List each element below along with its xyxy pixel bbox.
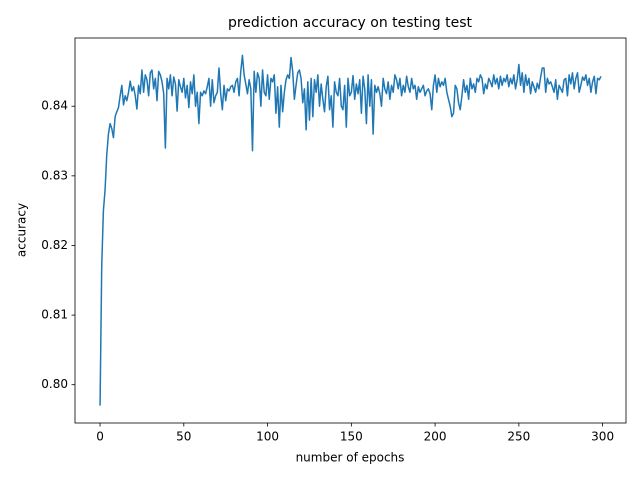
y-tick-label: 0.82 xyxy=(41,238,68,252)
x-tick-label: 300 xyxy=(591,430,614,444)
x-tick-label: 200 xyxy=(424,430,447,444)
y-tick-label: 0.80 xyxy=(41,377,68,391)
x-tick-label: 250 xyxy=(507,430,530,444)
y-tick-label: 0.83 xyxy=(41,168,68,182)
y-tick-label: 0.81 xyxy=(41,308,68,322)
chart-title: prediction accuracy on testing test xyxy=(228,15,473,31)
plot-frame xyxy=(74,37,627,424)
y-tick-label: 0.84 xyxy=(41,99,68,113)
x-tick-label: 100 xyxy=(256,430,279,444)
data-line xyxy=(99,54,602,406)
x-axis-label: number of epochs xyxy=(296,451,405,465)
x-tick-label: 150 xyxy=(340,430,363,444)
y-axis-label: accuracy xyxy=(15,203,29,257)
x-tick-label: 0 xyxy=(96,430,104,444)
x-tick-label: 50 xyxy=(176,430,191,444)
